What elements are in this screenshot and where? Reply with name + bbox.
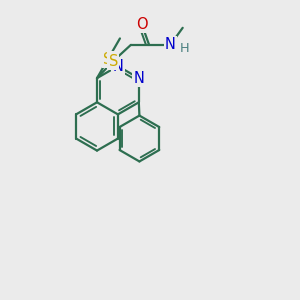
Text: N: N (165, 38, 176, 52)
Text: N: N (112, 58, 123, 74)
Text: N: N (134, 71, 144, 86)
Text: S: S (103, 52, 112, 67)
Text: O: O (136, 17, 148, 32)
Text: H: H (180, 42, 189, 55)
Text: S: S (109, 54, 118, 69)
